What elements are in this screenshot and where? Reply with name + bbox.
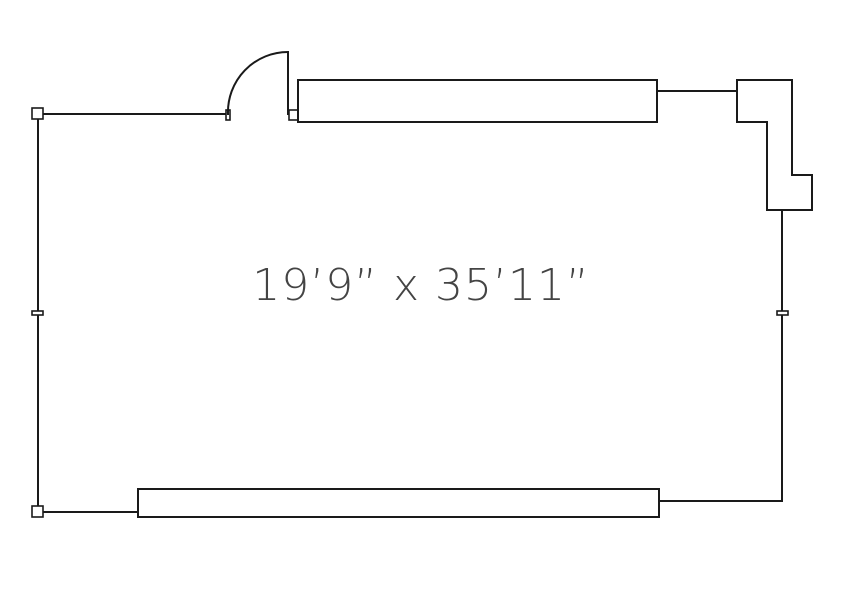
bottom-window — [137, 488, 660, 518]
corner-post-bottom-left — [31, 505, 44, 518]
door-swing-arc — [226, 50, 290, 116]
left-wall-marker — [31, 310, 44, 316]
right-wall-marker — [776, 310, 789, 316]
top-window — [297, 79, 658, 123]
corner-column — [736, 79, 813, 211]
corner-post-top-left — [31, 107, 44, 120]
door-jamb-right — [288, 109, 299, 121]
room-dimensions-label: 19’9” x 35’11” — [252, 260, 590, 311]
